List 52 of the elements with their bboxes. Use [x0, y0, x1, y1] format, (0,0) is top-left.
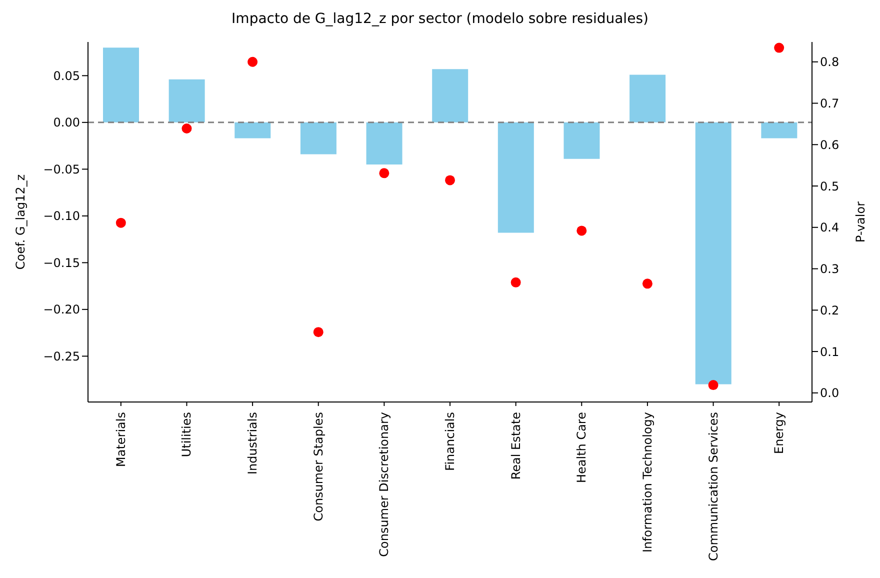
bar [630, 74, 666, 122]
y-tick-label: −0.05 [43, 162, 80, 176]
y-tick-label: −0.20 [43, 302, 80, 317]
y2-tick-label: 0.5 [820, 179, 840, 194]
x-tick-label: Energy [772, 412, 786, 454]
bar [695, 122, 732, 384]
y-tick-label: −0.15 [43, 256, 80, 270]
point [248, 56, 258, 67]
x-tick-label: Industrials [246, 412, 260, 475]
y2-tick-label: 0.4 [820, 220, 840, 235]
y2-tick-label: 0.0 [820, 386, 840, 400]
x-tick-label: Financials [443, 412, 457, 471]
bar [234, 122, 271, 138]
x-tick-label: Consumer Staples [311, 412, 326, 522]
bar [761, 122, 798, 138]
point [116, 218, 126, 228]
bar [366, 122, 402, 164]
y2-tick-label: 0.2 [820, 303, 840, 318]
y-tick-label: 0.00 [53, 116, 80, 130]
x-tick-label: Consumer Discretionary [377, 412, 392, 557]
bar [432, 69, 468, 122]
bar [300, 122, 336, 154]
point [510, 277, 521, 288]
point [313, 327, 324, 338]
chart-title: Impacto de G_lag12_z por sector (modelo sobre residuales) [230, 10, 650, 29]
x-tick-label: Health Care [574, 412, 589, 484]
bar [564, 122, 600, 159]
y2-tick-label: 0.6 [820, 138, 840, 152]
point [774, 42, 784, 53]
x-tick-label: Real Estate [508, 412, 523, 480]
y2-tick-label: 0.3 [820, 262, 840, 276]
y2-tick-label: 0.8 [820, 55, 840, 70]
y-axis-title: Coef. G_lag12_z [13, 174, 28, 270]
y2-tick-label: 0.7 [820, 96, 840, 110]
x-tick-label: Information Technology [640, 412, 654, 552]
point [182, 123, 192, 134]
y-tick-label: −0.10 [43, 209, 80, 224]
point [379, 168, 390, 178]
y2-tick-label: 0.1 [820, 344, 840, 359]
x-tick-label: Materials [114, 412, 128, 468]
point [576, 226, 587, 236]
bar [103, 48, 139, 122]
point [445, 175, 455, 186]
y-tick-label: −0.25 [43, 349, 80, 364]
bar [498, 122, 534, 233]
y-tick-label: 0.05 [53, 68, 80, 83]
x-tick-label: Communication Services [706, 412, 720, 561]
point [642, 278, 652, 289]
point [708, 380, 718, 390]
bar [168, 79, 205, 122]
x-tick-label: Utilities [180, 412, 194, 458]
y2-axis-title: P-valor [853, 201, 868, 243]
